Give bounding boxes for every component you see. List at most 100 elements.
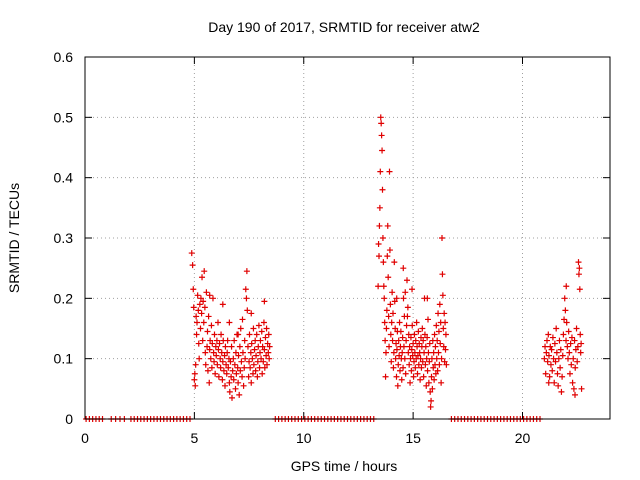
data-point — [423, 382, 430, 389]
data-point — [558, 388, 565, 395]
data-point — [551, 379, 558, 386]
data-point — [248, 340, 255, 347]
data-point — [545, 331, 552, 338]
x-tick-label: 0 — [81, 430, 89, 446]
data-point — [572, 364, 579, 371]
data-point — [254, 373, 261, 380]
data-point — [420, 337, 427, 344]
data-point — [194, 292, 201, 299]
data-point — [424, 295, 431, 302]
data-point — [549, 367, 556, 374]
x-tick-label: 20 — [515, 430, 531, 446]
data-point — [376, 253, 382, 260]
data-point — [569, 379, 576, 386]
data-point — [563, 319, 570, 326]
data-point — [250, 370, 256, 377]
data-point — [577, 331, 584, 338]
data-point — [393, 346, 400, 353]
data-point — [250, 325, 257, 332]
x-tick-label: 15 — [405, 430, 421, 446]
data-point — [257, 337, 264, 344]
data-point — [245, 373, 252, 380]
data-point — [200, 298, 207, 305]
data-point — [254, 358, 261, 365]
data-point — [228, 373, 235, 380]
data-point — [435, 310, 442, 317]
grid-lines — [85, 57, 610, 419]
data-point — [236, 391, 243, 398]
data-point — [400, 364, 407, 371]
data-point — [191, 370, 198, 377]
data-point — [406, 343, 413, 350]
data-point — [412, 337, 419, 344]
data-point — [376, 222, 383, 229]
data-point — [207, 355, 214, 362]
data-point — [414, 370, 421, 377]
data-point — [200, 319, 207, 326]
data-point — [577, 349, 584, 356]
data-point — [216, 340, 223, 347]
data-point — [212, 343, 219, 350]
data-point — [411, 358, 417, 365]
data-points — [83, 114, 585, 422]
data-point — [380, 259, 387, 266]
data-point — [255, 322, 262, 329]
data-point — [217, 355, 224, 362]
data-point — [567, 340, 574, 347]
data-point — [575, 259, 582, 266]
data-point — [559, 352, 566, 359]
data-point — [189, 262, 196, 269]
data-point — [225, 364, 232, 371]
data-point — [413, 319, 420, 326]
data-point — [192, 382, 199, 389]
data-point — [206, 379, 213, 386]
data-point — [266, 355, 273, 362]
data-point — [226, 319, 233, 326]
data-point — [403, 322, 410, 329]
data-point — [219, 301, 226, 308]
data-point — [235, 352, 242, 359]
data-point — [412, 364, 419, 371]
data-point — [209, 295, 216, 302]
data-point — [258, 355, 265, 362]
data-point — [264, 340, 271, 347]
data-point — [199, 337, 206, 344]
data-point — [542, 343, 549, 350]
data-point — [261, 364, 268, 371]
data-point — [251, 346, 258, 353]
data-point — [228, 343, 235, 350]
data-point — [419, 358, 426, 365]
data-point — [253, 352, 260, 359]
data-point — [243, 295, 250, 302]
data-point — [440, 325, 447, 332]
data-point — [229, 394, 235, 401]
data-point — [411, 331, 418, 338]
data-point — [396, 352, 403, 359]
data-point — [383, 349, 389, 356]
data-point — [402, 370, 409, 377]
data-point — [430, 364, 437, 371]
data-point — [426, 358, 433, 365]
data-point — [375, 241, 382, 248]
data-point — [544, 337, 550, 344]
data-point — [226, 379, 233, 386]
x-tick-label: 5 — [190, 430, 198, 446]
data-point — [192, 361, 199, 368]
data-point — [217, 364, 224, 371]
data-point — [264, 361, 270, 368]
data-point — [396, 319, 403, 326]
data-point — [436, 361, 443, 368]
data-point — [399, 334, 406, 341]
data-point — [230, 376, 237, 383]
data-point — [568, 361, 575, 368]
data-point — [208, 322, 215, 329]
data-point — [213, 352, 220, 359]
y-tick-label: 0.2 — [54, 290, 74, 306]
data-point — [243, 268, 250, 275]
data-point — [442, 319, 449, 326]
data-point — [239, 349, 246, 356]
data-point — [215, 373, 222, 380]
data-point — [564, 343, 571, 350]
data-point — [205, 313, 212, 320]
data-point — [202, 361, 209, 368]
